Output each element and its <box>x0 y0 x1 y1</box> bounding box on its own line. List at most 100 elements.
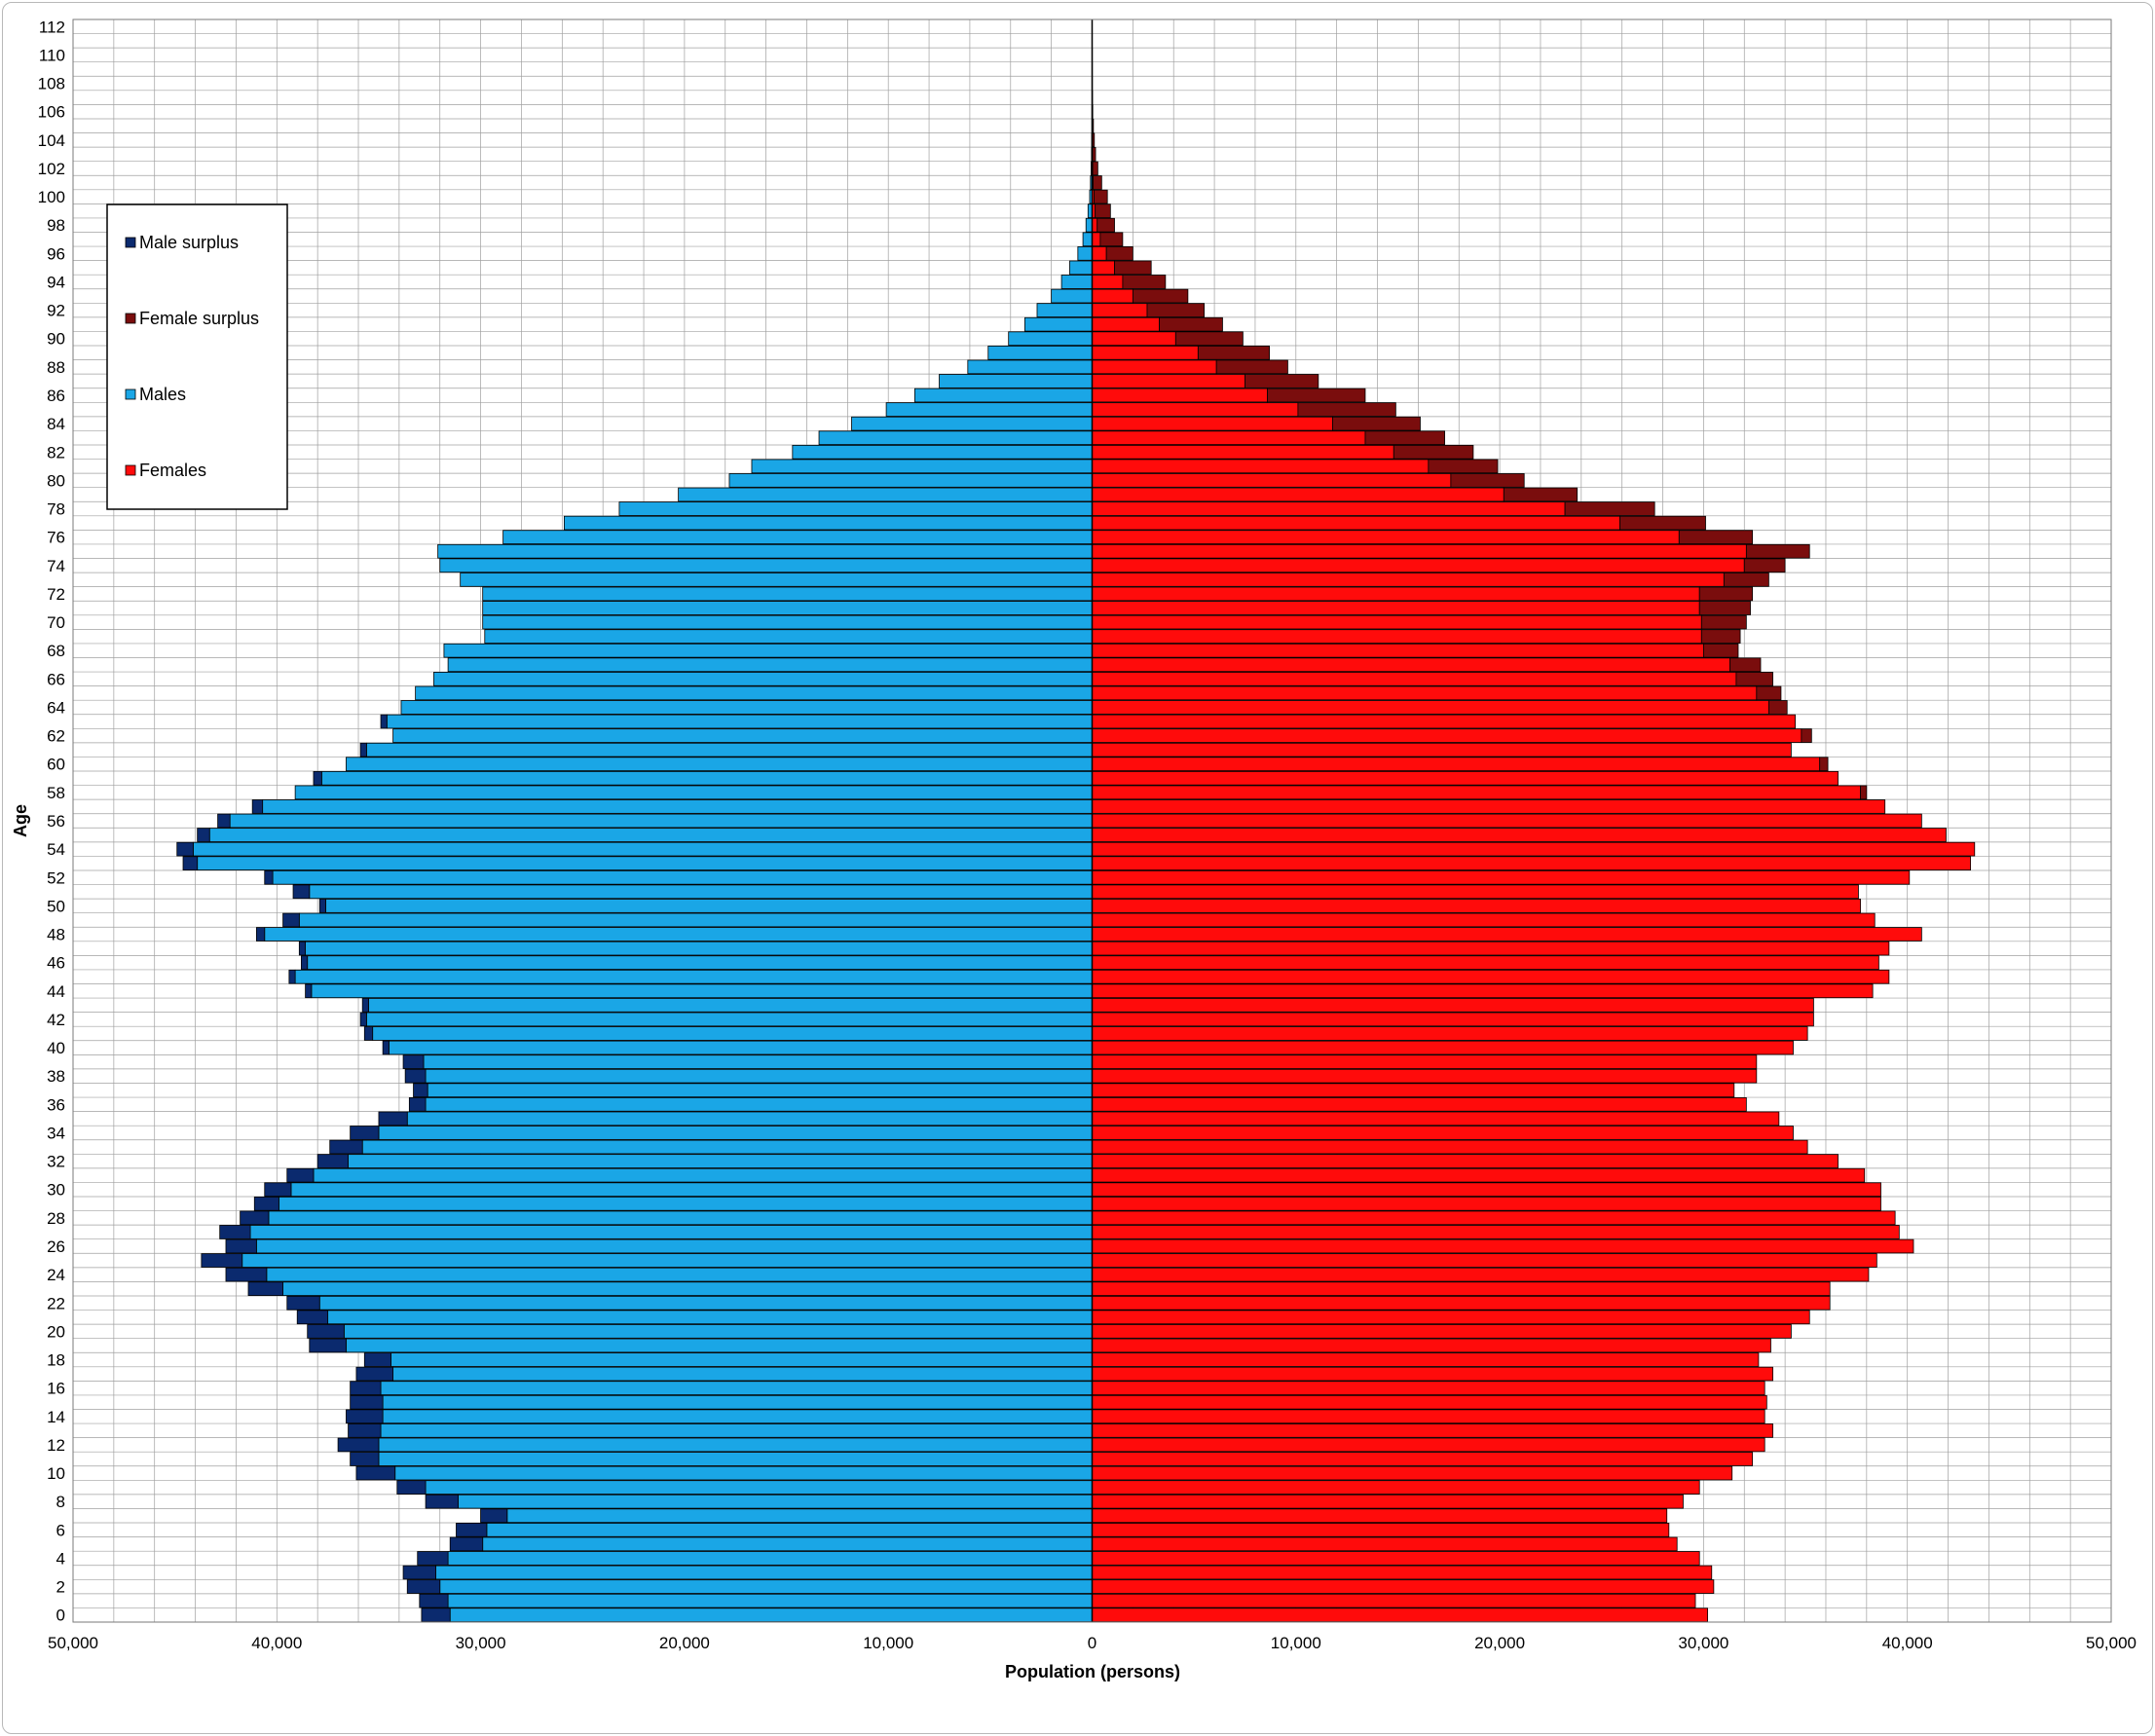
bar-females-age-58 <box>1092 785 1861 800</box>
bar-males-age-34 <box>378 1126 1093 1140</box>
bar-males-age-38 <box>425 1068 1093 1084</box>
bar-female-surplus-age-91 <box>1159 316 1223 332</box>
bar-female-surplus-age-68 <box>1703 643 1739 658</box>
bar-females-age-2 <box>1092 1579 1715 1594</box>
bar-males-age-76 <box>502 530 1093 544</box>
bar-males-age-39 <box>423 1054 1093 1069</box>
y-tick-label: 74 <box>47 557 65 575</box>
y-tick-label: 60 <box>47 756 65 774</box>
bar-females-age-72 <box>1092 586 1700 602</box>
bar-female-surplus-age-74 <box>1743 558 1786 573</box>
bar-females-age-80 <box>1092 473 1452 488</box>
bar-male-surplus-age-16 <box>350 1381 382 1395</box>
bar-females-age-24 <box>1092 1267 1870 1282</box>
bar-males-age-18 <box>390 1352 1093 1367</box>
bar-females-age-10 <box>1092 1465 1733 1481</box>
bar-males-age-94 <box>1060 275 1093 289</box>
bar-males-age-49 <box>298 912 1093 928</box>
bar-males-age-84 <box>851 416 1093 431</box>
bar-males-age-14 <box>382 1409 1093 1424</box>
bar-male-surplus-age-35 <box>378 1111 408 1127</box>
bar-females-age-5 <box>1092 1536 1678 1552</box>
bar-female-surplus-age-82 <box>1393 444 1474 460</box>
x-tick-label: 0 <box>1088 1634 1096 1652</box>
bar-males-age-48 <box>264 927 1093 942</box>
bar-males-age-28 <box>268 1210 1093 1226</box>
y-tick-label: 102 <box>38 160 65 178</box>
bar-males-age-0 <box>449 1607 1093 1623</box>
bar-male-surplus-age-34 <box>350 1126 380 1140</box>
bar-females-age-11 <box>1092 1452 1754 1466</box>
bar-male-surplus-age-61 <box>359 742 367 757</box>
bar-male-surplus-age-59 <box>313 770 322 786</box>
bar-male-surplus-age-32 <box>316 1154 349 1168</box>
bar-female-surplus-age-71 <box>1698 601 1751 615</box>
y-tick-label: 82 <box>47 443 65 462</box>
bar-males-age-86 <box>914 388 1093 403</box>
bar-male-surplus-age-1 <box>419 1593 449 1608</box>
y-tick-label: 52 <box>47 868 65 887</box>
bar-males-age-91 <box>1024 316 1093 332</box>
y-tick-label: 56 <box>47 812 65 831</box>
y-tick-label: 8 <box>56 1493 65 1511</box>
bar-males-age-33 <box>361 1139 1093 1155</box>
bar-females-age-90 <box>1092 331 1176 347</box>
bar-females-age-23 <box>1092 1281 1831 1297</box>
y-tick-label: 32 <box>47 1153 65 1171</box>
bar-male-surplus-age-18 <box>363 1352 391 1367</box>
bar-males-age-85 <box>885 402 1093 417</box>
bar-females-age-67 <box>1092 657 1731 673</box>
bar-female-surplus-age-73 <box>1723 573 1769 587</box>
bar-females-age-37 <box>1092 1083 1735 1098</box>
bar-females-age-84 <box>1092 416 1333 431</box>
bar-males-age-35 <box>406 1111 1093 1127</box>
y-tick-label: 54 <box>47 840 65 859</box>
bar-males-age-74 <box>439 558 1093 573</box>
bar-males-age-81 <box>751 459 1093 474</box>
bar-female-surplus-age-65 <box>1756 685 1782 701</box>
bar-females-age-18 <box>1092 1352 1760 1367</box>
bar-females-age-19 <box>1092 1338 1771 1353</box>
y-tick-label: 48 <box>47 926 65 944</box>
bar-males-age-67 <box>447 657 1093 673</box>
bar-males-age-37 <box>427 1083 1093 1098</box>
bar-females-age-61 <box>1092 742 1792 757</box>
bar-females-age-56 <box>1092 813 1922 829</box>
bar-female-surplus-age-97 <box>1099 232 1124 247</box>
bar-female-surplus-age-58 <box>1860 785 1868 800</box>
bar-male-surplus-age-63 <box>380 714 388 729</box>
bar-females-age-71 <box>1092 601 1700 615</box>
bar-females-age-13 <box>1092 1423 1773 1438</box>
bar-females-age-65 <box>1092 685 1758 701</box>
bar-females-age-22 <box>1092 1295 1831 1311</box>
y-tick-label: 10 <box>47 1464 65 1483</box>
bar-male-surplus-age-54 <box>176 841 194 857</box>
bar-females-age-36 <box>1092 1097 1747 1112</box>
bar-males-age-11 <box>378 1452 1093 1466</box>
y-tick-label: 80 <box>47 471 65 490</box>
bar-females-age-75 <box>1092 543 1747 559</box>
bar-males-age-45 <box>294 969 1093 984</box>
legend-swatch-male-surplus <box>125 237 136 248</box>
bar-females-age-27 <box>1092 1225 1900 1239</box>
bar-females-age-31 <box>1092 1167 1866 1183</box>
bar-males-age-19 <box>346 1338 1093 1353</box>
legend-swatch-females <box>125 464 136 476</box>
bar-male-surplus-age-7 <box>480 1508 508 1524</box>
bar-male-surplus-age-46 <box>301 955 309 970</box>
bar-males-age-30 <box>290 1182 1093 1198</box>
bar-female-surplus-age-103 <box>1092 147 1096 162</box>
bar-females-age-28 <box>1092 1210 1896 1226</box>
bar-male-surplus-age-47 <box>298 941 307 956</box>
bar-females-age-6 <box>1092 1522 1670 1537</box>
bar-males-age-93 <box>1051 288 1093 304</box>
bar-males-age-72 <box>482 586 1093 602</box>
bar-male-surplus-age-52 <box>264 869 274 885</box>
bar-females-age-78 <box>1092 501 1566 516</box>
y-tick-label: 94 <box>47 273 65 291</box>
bar-males-age-61 <box>365 742 1093 757</box>
bar-female-surplus-age-93 <box>1132 288 1189 304</box>
bar-females-age-8 <box>1092 1494 1684 1509</box>
bar-female-surplus-age-75 <box>1745 543 1810 559</box>
y-tick-label: 12 <box>47 1436 65 1455</box>
